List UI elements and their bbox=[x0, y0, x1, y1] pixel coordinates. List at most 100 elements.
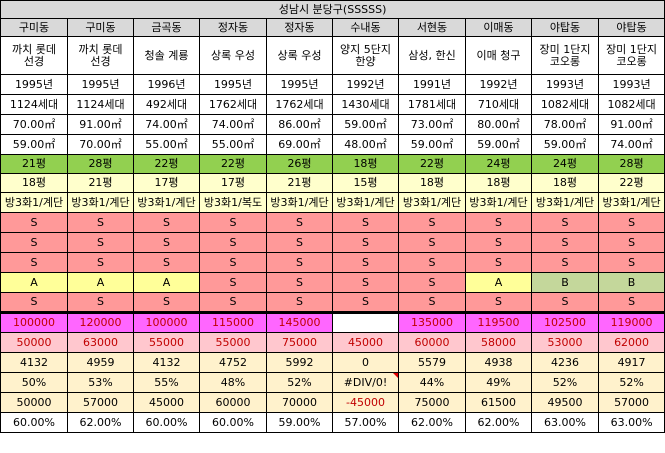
sale-price-cell[interactable]: 100000 bbox=[133, 311, 200, 333]
grade-cell[interactable]: S bbox=[67, 252, 134, 273]
supply-area-cell[interactable]: 91.00㎡ bbox=[597, 114, 665, 135]
dong-cell[interactable]: 구미동 bbox=[0, 18, 68, 37]
loan-ratio-cell[interactable]: 60.00% bbox=[0, 412, 68, 433]
grade-cell[interactable]: S bbox=[0, 232, 68, 253]
supply-pyeong-cell[interactable]: 21평 bbox=[0, 154, 68, 174]
supply-area-cell[interactable]: 91.00㎡ bbox=[67, 114, 134, 135]
gap-cell[interactable]: 49500 bbox=[531, 392, 599, 413]
exclusive-area-cell[interactable]: 55.00㎡ bbox=[133, 134, 200, 155]
structure-cell[interactable]: 방3화1/복도 bbox=[199, 192, 267, 213]
year-cell[interactable]: 1991년 bbox=[398, 74, 466, 95]
grade-cell[interactable]: B bbox=[531, 272, 599, 293]
apartment-cell[interactable]: 이매 청구 bbox=[465, 36, 532, 75]
exclusive-area-cell[interactable]: 70.00㎡ bbox=[67, 134, 134, 155]
structure-cell[interactable]: 방3화1/계단 bbox=[465, 192, 532, 213]
grade-cell[interactable]: S bbox=[133, 252, 200, 273]
per-pyeong-cell[interactable]: 4917 bbox=[597, 352, 665, 373]
per-pyeong-cell[interactable]: 4959 bbox=[67, 352, 134, 373]
apartment-cell[interactable]: 양지 5단지 한양 bbox=[332, 36, 399, 75]
grade-cell[interactable]: S bbox=[465, 252, 532, 273]
dong-cell[interactable]: 이매동 bbox=[465, 18, 532, 37]
gap-cell[interactable]: 57000 bbox=[597, 392, 665, 413]
grade-cell[interactable]: S bbox=[332, 252, 399, 273]
gap-cell[interactable]: 70000 bbox=[266, 392, 333, 413]
loan-ratio-cell[interactable]: 60.00% bbox=[133, 412, 200, 433]
dong-cell[interactable]: 정자동 bbox=[266, 18, 333, 37]
grade-cell[interactable]: S bbox=[199, 272, 267, 293]
grade-cell[interactable]: S bbox=[67, 212, 134, 233]
grade-cell[interactable]: S bbox=[0, 212, 68, 233]
sale-price-cell[interactable]: 145000 bbox=[266, 311, 333, 333]
households-cell[interactable]: 1082세대 bbox=[531, 94, 599, 115]
apartment-cell[interactable]: 까치 롯데 선경 bbox=[67, 36, 134, 75]
supply-pyeong-cell[interactable]: 22평 bbox=[199, 154, 267, 174]
exclusive-area-cell[interactable]: 69.00㎡ bbox=[266, 134, 333, 155]
exclusive-pyeong-cell[interactable]: 18평 bbox=[531, 173, 599, 193]
structure-cell[interactable]: 방3화1/계단 bbox=[266, 192, 333, 213]
structure-cell[interactable]: 방3화1/계단 bbox=[133, 192, 200, 213]
supply-pyeong-cell[interactable]: 26평 bbox=[266, 154, 333, 174]
dong-cell[interactable]: 금곡동 bbox=[133, 18, 200, 37]
supply-area-cell[interactable]: 86.00㎡ bbox=[266, 114, 333, 135]
exclusive-area-cell[interactable]: 59.00㎡ bbox=[398, 134, 466, 155]
grade-cell[interactable]: S bbox=[398, 232, 466, 253]
sale-price-cell[interactable]: 119000 bbox=[597, 311, 665, 333]
jeonse-price-cell[interactable]: 62000 bbox=[597, 332, 665, 353]
gap-cell[interactable]: 60000 bbox=[199, 392, 267, 413]
year-cell[interactable]: 1995년 bbox=[0, 74, 68, 95]
ratio-cell[interactable]: 50% bbox=[0, 372, 68, 393]
grade-cell[interactable]: A bbox=[133, 272, 200, 293]
grade-cell[interactable]: S bbox=[465, 232, 532, 253]
year-cell[interactable]: 1995년 bbox=[266, 74, 333, 95]
dong-cell[interactable]: 서현동 bbox=[398, 18, 466, 37]
supply-area-cell[interactable]: 73.00㎡ bbox=[398, 114, 466, 135]
apartment-cell[interactable]: 상록 우성 bbox=[266, 36, 333, 75]
households-cell[interactable]: 1430세대 bbox=[332, 94, 399, 115]
exclusive-pyeong-cell[interactable]: 18평 bbox=[398, 173, 466, 193]
exclusive-pyeong-cell[interactable]: 22평 bbox=[597, 173, 665, 193]
per-pyeong-cell[interactable]: 4236 bbox=[531, 352, 599, 373]
gap-cell[interactable]: -45000 bbox=[332, 392, 399, 413]
loan-ratio-cell[interactable]: 59.00% bbox=[266, 412, 333, 433]
per-pyeong-cell[interactable]: 4132 bbox=[133, 352, 200, 373]
loan-ratio-cell[interactable]: 57.00% bbox=[332, 412, 399, 433]
grade-cell[interactable]: S bbox=[133, 292, 200, 313]
loan-ratio-cell[interactable]: 62.00% bbox=[465, 412, 532, 433]
ratio-cell[interactable]: 52% bbox=[597, 372, 665, 393]
supply-pyeong-cell[interactable]: 28평 bbox=[597, 154, 665, 174]
structure-cell[interactable]: 방3화1/계단 bbox=[67, 192, 134, 213]
grade-cell[interactable]: S bbox=[398, 292, 466, 313]
supply-area-cell[interactable]: 80.00㎡ bbox=[465, 114, 532, 135]
grade-cell[interactable]: S bbox=[531, 212, 599, 233]
dong-cell[interactable]: 야탑동 bbox=[597, 18, 665, 37]
households-cell[interactable]: 1082세대 bbox=[597, 94, 665, 115]
grade-cell[interactable]: S bbox=[67, 292, 134, 313]
loan-ratio-cell[interactable]: 63.00% bbox=[531, 412, 599, 433]
grade-cell[interactable]: S bbox=[597, 252, 665, 273]
exclusive-pyeong-cell[interactable]: 17평 bbox=[199, 173, 267, 193]
gap-cell[interactable]: 57000 bbox=[67, 392, 134, 413]
structure-cell[interactable]: 방3화1/계단 bbox=[531, 192, 599, 213]
jeonse-price-cell[interactable]: 55000 bbox=[133, 332, 200, 353]
exclusive-pyeong-cell[interactable]: 18평 bbox=[0, 173, 68, 193]
sale-price-cell[interactable]: 115000 bbox=[199, 311, 267, 333]
exclusive-area-cell[interactable]: 59.00㎡ bbox=[531, 134, 599, 155]
per-pyeong-cell[interactable]: 0 bbox=[332, 352, 399, 373]
grade-cell[interactable]: S bbox=[133, 212, 200, 233]
year-cell[interactable]: 1995년 bbox=[199, 74, 267, 95]
grade-cell[interactable]: S bbox=[398, 212, 466, 233]
grade-cell[interactable]: S bbox=[332, 212, 399, 233]
ratio-cell[interactable]: 52% bbox=[531, 372, 599, 393]
grade-cell[interactable]: S bbox=[465, 292, 532, 313]
grade-cell[interactable]: A bbox=[0, 272, 68, 293]
year-cell[interactable]: 1995년 bbox=[67, 74, 134, 95]
grade-cell[interactable]: S bbox=[199, 292, 267, 313]
supply-pyeong-cell[interactable]: 24평 bbox=[465, 154, 532, 174]
grade-cell[interactable]: S bbox=[199, 212, 267, 233]
grade-cell[interactable]: S bbox=[531, 232, 599, 253]
exclusive-pyeong-cell[interactable]: 15평 bbox=[332, 173, 399, 193]
ratio-cell[interactable]: 44% bbox=[398, 372, 466, 393]
supply-area-cell[interactable]: 70.00㎡ bbox=[0, 114, 68, 135]
jeonse-price-cell[interactable]: 55000 bbox=[199, 332, 267, 353]
jeonse-price-cell[interactable]: 60000 bbox=[398, 332, 466, 353]
